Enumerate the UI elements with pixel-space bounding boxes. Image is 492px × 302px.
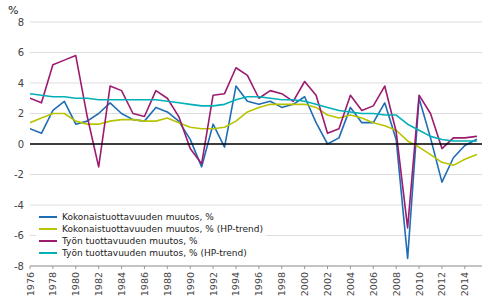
legend-swatch bbox=[39, 240, 57, 242]
series-line bbox=[30, 86, 476, 258]
grid-line bbox=[30, 52, 482, 53]
x-tick-label: 1976 bbox=[25, 272, 36, 296]
x-tick-label: 2000 bbox=[299, 272, 310, 296]
x-axis-line bbox=[30, 266, 482, 267]
zero-line bbox=[30, 143, 482, 145]
x-tick-label: 1996 bbox=[253, 272, 264, 296]
x-tick-label: 2010 bbox=[414, 272, 425, 296]
y-tick-label: 6 bbox=[18, 47, 24, 58]
legend-label: Työn tuottavuuden muutos, % bbox=[61, 236, 198, 246]
x-tick bbox=[441, 266, 442, 269]
grid-line bbox=[30, 266, 482, 267]
legend-item: Kokonaistuottavuuden muutos, % bbox=[39, 212, 214, 222]
grid-line bbox=[30, 83, 482, 84]
x-tick bbox=[350, 266, 351, 269]
x-tick-label: 2008 bbox=[391, 272, 402, 296]
x-tick-label: 1994 bbox=[230, 272, 241, 296]
legend-item: Kokonaistuottavuuden muutos, % (HP-trend… bbox=[39, 224, 263, 234]
legend-label: Kokonaistuottavuuden muutos, % (HP-trend… bbox=[62, 224, 263, 234]
x-tick bbox=[144, 266, 145, 269]
x-tick bbox=[52, 266, 53, 269]
x-tick-label: 1986 bbox=[139, 272, 150, 296]
x-tick bbox=[121, 266, 122, 269]
series-line bbox=[30, 94, 476, 141]
legend-swatch bbox=[39, 228, 57, 230]
grid-line bbox=[30, 205, 482, 206]
y-tick-label: 2 bbox=[18, 108, 24, 119]
legend: Kokonaistuottavuuden muutos, % Kokonaistu… bbox=[36, 208, 266, 262]
y-tick-label: -2 bbox=[14, 169, 24, 180]
series-line bbox=[30, 56, 476, 228]
x-tick-label: 1978 bbox=[47, 272, 58, 296]
x-tick-label: 2014 bbox=[459, 272, 470, 296]
x-tick bbox=[30, 266, 31, 269]
x-tick bbox=[327, 266, 328, 269]
x-tick bbox=[190, 266, 191, 269]
x-tick-label: 2012 bbox=[436, 272, 447, 296]
x-tick-label: 1992 bbox=[208, 272, 219, 296]
x-tick bbox=[98, 266, 99, 269]
grid-line bbox=[30, 22, 482, 23]
legend-swatch bbox=[39, 252, 57, 254]
x-tick bbox=[396, 266, 397, 269]
x-tick-label: 2006 bbox=[368, 272, 379, 296]
x-tick bbox=[167, 266, 168, 269]
x-tick bbox=[281, 266, 282, 269]
x-tick-label: 1988 bbox=[162, 272, 173, 296]
lines bbox=[30, 56, 476, 259]
legend-swatch bbox=[39, 216, 57, 218]
y-tick-label: 4 bbox=[18, 78, 24, 89]
x-tick-label: 1998 bbox=[276, 272, 287, 296]
y-tick-label: -8 bbox=[14, 261, 24, 272]
grid bbox=[30, 22, 482, 266]
legend-item: Työn tuottavuuden muutos, % (HP-trend) bbox=[39, 248, 247, 258]
x-tick bbox=[235, 266, 236, 269]
y-tick-label: -4 bbox=[14, 200, 24, 211]
grid-line bbox=[30, 144, 482, 145]
y-tick-label: -6 bbox=[14, 230, 24, 241]
x-tick-label: 1982 bbox=[93, 272, 104, 296]
x-tick bbox=[213, 266, 214, 269]
x-tick bbox=[258, 266, 259, 269]
x-tick-label: 1980 bbox=[70, 272, 81, 296]
x-axis: 1976 1978 1980 1982 1984 1986 1988 1990 1992 1994… bbox=[25, 266, 483, 296]
x-tick bbox=[464, 266, 465, 269]
y-axis-label: % bbox=[8, 4, 18, 17]
legend-label: Kokonaistuottavuuden muutos, % bbox=[62, 212, 214, 222]
x-tick bbox=[373, 266, 374, 269]
x-tick bbox=[75, 266, 76, 269]
legend-item: Työn tuottavuuden muutos, % bbox=[39, 236, 198, 246]
y-axis: -8 -6 -4 -2 0 2 4 6 8 bbox=[14, 17, 24, 272]
y-tick-label: 8 bbox=[18, 17, 24, 28]
legend-background bbox=[36, 208, 266, 262]
legend-label: Työn tuottavuuden muutos, % (HP-trend) bbox=[61, 248, 247, 258]
x-tick bbox=[419, 266, 420, 269]
x-tick bbox=[304, 266, 305, 269]
x-tick-label: 2004 bbox=[345, 272, 356, 296]
x-tick-label: 1984 bbox=[116, 272, 127, 296]
x-tick-label: 2002 bbox=[322, 272, 333, 296]
x-tick-label: 1990 bbox=[185, 272, 196, 296]
y-tick-label: 0 bbox=[18, 139, 24, 150]
background bbox=[0, 0, 492, 302]
chart: -8 -6 -4 -2 0 2 4 6 8 1976 1978 1980 1982 1984 1986 198… bbox=[0, 0, 492, 302]
